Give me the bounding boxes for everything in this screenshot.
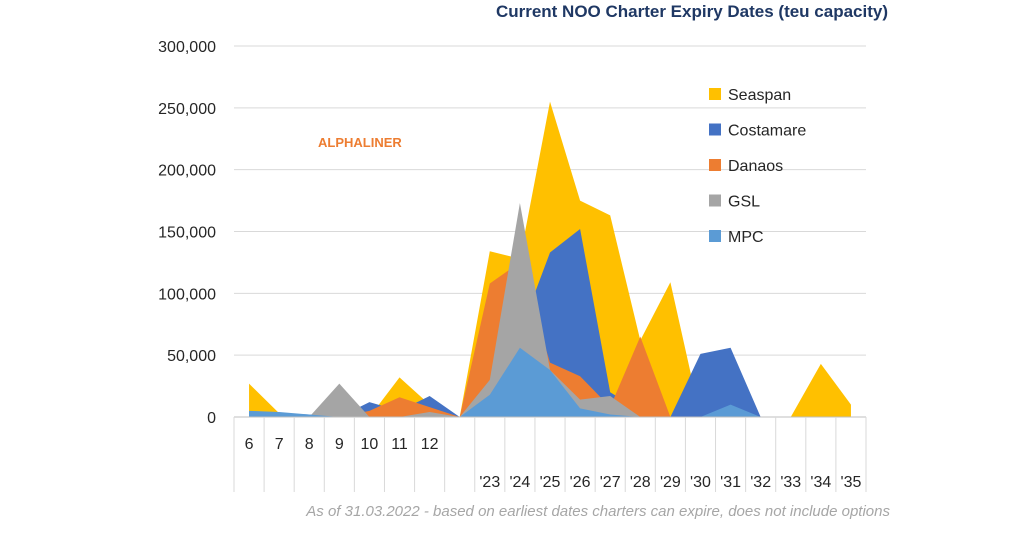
x-tick-label: '33: [780, 474, 801, 491]
legend-label: MPC: [728, 229, 764, 246]
alphaliner-watermark: ALPHALINER: [318, 135, 402, 150]
y-tick-label: 0: [207, 410, 216, 427]
legend-label: GSL: [728, 194, 760, 211]
x-tick-label: '27: [600, 474, 621, 491]
x-tick-label: 8: [305, 436, 314, 453]
x-tick-label: 7: [275, 436, 284, 453]
x-tick-label: '35: [841, 474, 862, 491]
legend-swatch: [709, 230, 721, 242]
x-tick-label: 10: [361, 436, 379, 453]
legend-swatch: [709, 88, 721, 100]
x-tick-label: '34: [810, 474, 831, 491]
y-axis-ticks: 0 50,000 100,000 150,000 200,000 250,000 300,0…: [158, 39, 216, 427]
chart-title: Current NOO Charter Expiry Dates (teu ca…: [495, 2, 888, 21]
x-tick-label: 12: [421, 436, 439, 453]
x-axis-ticks: 6 7 8 9 10 11 12 '23 '24 '25 '26 '27 '28 '29 '30 '31 '32…: [245, 436, 862, 491]
x-tick-label: '30: [690, 474, 711, 491]
series-area-costamare: [249, 229, 851, 417]
x-tick-label: '26: [570, 474, 591, 491]
x-tick-label: '28: [630, 474, 651, 491]
chart-footnote: As of 31.03.2022 - based on earliest dat…: [306, 503, 890, 520]
legend-label: Danaos: [728, 158, 783, 175]
y-tick-label: 150,000: [158, 225, 216, 242]
x-tick-label: '24: [509, 474, 530, 491]
legend: Seaspan Costamare Danaos GSL MPC: [709, 87, 806, 246]
x-tick-label: 9: [335, 436, 344, 453]
x-tick-label: '29: [660, 474, 681, 491]
legend-swatch: [709, 194, 721, 207]
axes: [233, 416, 867, 492]
y-tick-label: 200,000: [158, 163, 216, 180]
legend-swatch: [709, 159, 721, 171]
y-tick-label: 50,000: [167, 348, 216, 365]
y-tick-label: 250,000: [158, 101, 216, 118]
x-tick-label: '31: [720, 474, 741, 491]
legend-swatch: [709, 123, 721, 136]
x-tick-label: '23: [479, 474, 500, 491]
x-tick-label: '32: [750, 474, 771, 491]
legend-label: Costamare: [728, 123, 806, 140]
series-area-mpc: [249, 347, 851, 417]
legend-label: Seaspan: [728, 87, 791, 104]
y-tick-label: 100,000: [158, 286, 216, 303]
series-areas: [249, 101, 851, 418]
y-tick-label: 300,000: [158, 39, 216, 56]
x-tick-label: 11: [391, 436, 408, 453]
x-tick-label: '25: [540, 474, 561, 491]
x-tick-label: 6: [245, 436, 254, 453]
